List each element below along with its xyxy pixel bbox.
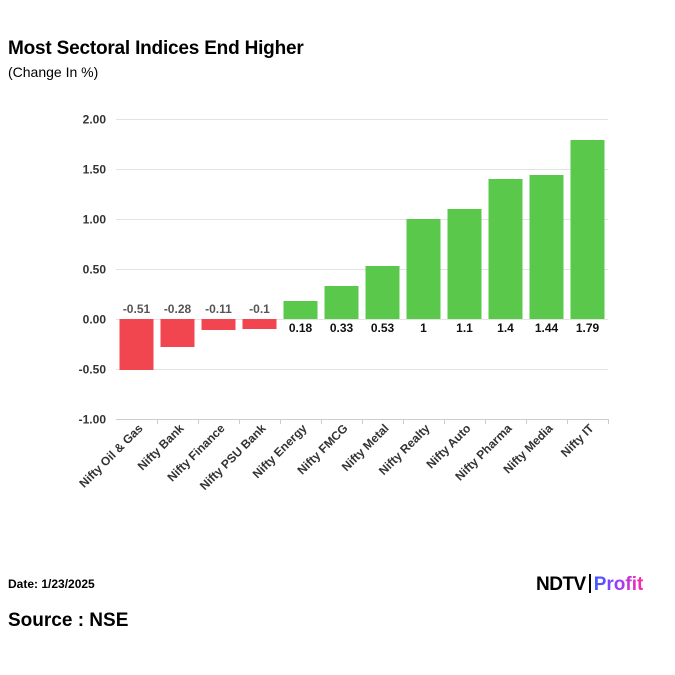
logo-profit-text: Profit	[593, 574, 644, 595]
logo-separator	[588, 574, 591, 593]
data-label: 0.33	[330, 321, 354, 335]
logo-ndtv-text: NDTV	[536, 574, 586, 595]
data-label: -0.51	[123, 302, 151, 316]
y-tick-label: 2.00	[83, 113, 107, 127]
data-label: 0.53	[371, 321, 395, 335]
data-label: 1.1	[456, 321, 473, 335]
bar	[119, 319, 154, 370]
data-label: 1	[420, 321, 427, 335]
y-tick-label: -1.00	[79, 413, 107, 427]
data-label: -0.1	[249, 302, 270, 316]
bar	[365, 266, 400, 319]
bar	[488, 179, 523, 319]
data-label: -0.28	[164, 302, 192, 316]
data-label: 1.79	[576, 321, 600, 335]
bar	[283, 301, 318, 319]
x-category-label: Nifty Oil & Gas	[76, 421, 146, 491]
ndtv-profit-logo: NDTV Profit	[536, 574, 671, 602]
data-labels: -0.51 -0.28 -0.11 -0.1 0.18 0.33 0.53 1 1.1 1.4 1.…	[123, 302, 600, 335]
x-category-label: Nifty IT	[558, 421, 597, 460]
chart-date: Date: 1/23/2025	[8, 577, 95, 591]
y-tick-label: -0.50	[79, 363, 107, 377]
y-tick-label: 0.00	[83, 313, 107, 327]
bar	[529, 175, 564, 319]
bar	[242, 319, 277, 329]
bar	[570, 140, 605, 319]
bar	[160, 319, 195, 347]
data-label: 1.4	[497, 321, 514, 335]
bar	[447, 209, 482, 319]
bar	[324, 286, 359, 319]
bars	[119, 140, 605, 370]
y-tick-label: 1.50	[83, 163, 107, 177]
chart-source: Source : NSE	[8, 610, 129, 631]
chart-title: Most Sectoral Indices End Higher	[8, 38, 304, 59]
bar	[201, 319, 236, 330]
bar	[406, 219, 441, 319]
data-label: 0.18	[289, 321, 313, 335]
y-tick-label: 0.50	[83, 263, 107, 277]
data-label: -0.11	[205, 302, 232, 316]
data-label: 1.44	[535, 321, 559, 335]
chart-subtitle: (Change In %)	[8, 64, 99, 80]
y-tick-label: 1.00	[83, 213, 107, 227]
